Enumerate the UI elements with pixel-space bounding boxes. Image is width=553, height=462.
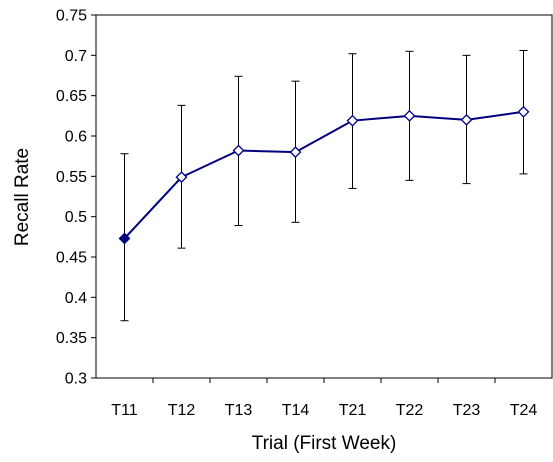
- data-point-marker: [403, 109, 416, 122]
- y-tick-label: 0.45: [56, 250, 87, 267]
- x-axis: T11 T12 T13 T14 T21 T22 T23 T24: [111, 378, 537, 419]
- y-axis: 0.3 0.35 0.4 0.45 0.5 0.55 0.6 0.65 0.7 0.75: [56, 8, 96, 388]
- data-point-marker: [118, 232, 131, 245]
- data-point-marker: [517, 105, 530, 118]
- y-tick-label: 0.6: [65, 129, 87, 146]
- x-tick-label: T13: [225, 402, 253, 419]
- x-tick-label: T23: [453, 402, 481, 419]
- y-tick-label: 0.3: [65, 371, 87, 388]
- x-tick-label: T11: [111, 402, 137, 419]
- data-point-marker: [289, 146, 302, 159]
- y-tick-label: 0.35: [56, 330, 87, 347]
- plot-area: [95, 14, 553, 379]
- data-point-marker: [232, 144, 245, 157]
- x-tick-label: T24: [510, 402, 538, 419]
- x-tick-label: T21: [339, 402, 367, 419]
- y-tick-label: 0.4: [65, 290, 87, 307]
- y-tick-label: 0.55: [56, 169, 87, 186]
- data-point-marker: [460, 113, 473, 126]
- y-tick-label: 0.7: [65, 48, 87, 65]
- y-tick-label: 0.65: [56, 88, 87, 105]
- y-tick-label: 0.75: [56, 8, 87, 25]
- series-line: [118, 105, 530, 245]
- data-point-marker: [175, 171, 188, 184]
- y-axis-title: Recall Rate: [12, 148, 33, 246]
- series-polyline: [123, 110, 524, 240]
- x-tick-label: T14: [282, 402, 310, 419]
- data-point-marker: [346, 114, 359, 127]
- x-tick-label: T12: [168, 402, 196, 419]
- x-tick-label: T22: [396, 402, 424, 419]
- x-axis-title: Trial (First Week): [252, 433, 397, 454]
- y-tick-label: 0.5: [65, 209, 87, 226]
